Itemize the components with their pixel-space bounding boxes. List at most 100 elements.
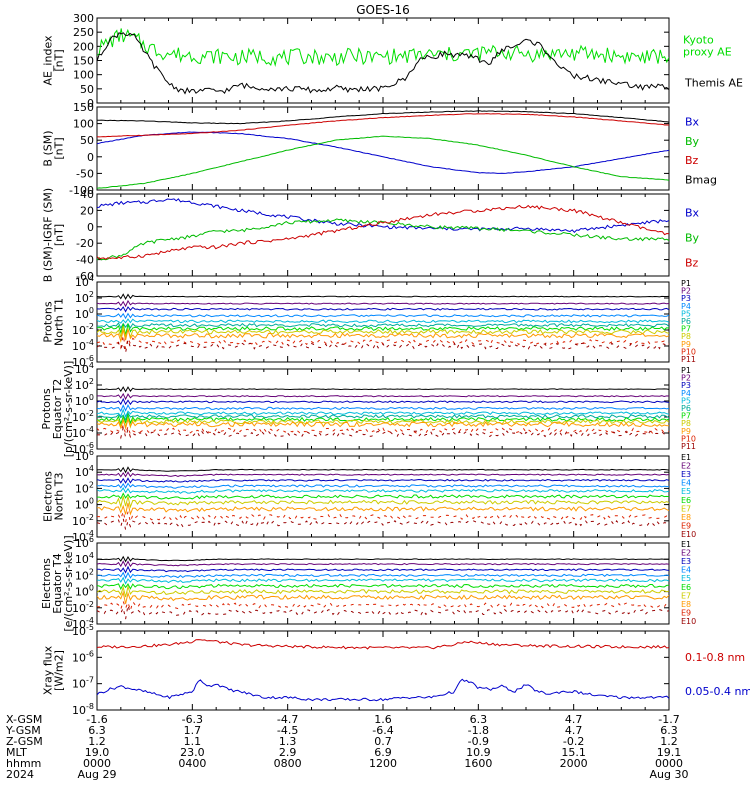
y-tick-label: 0 (87, 97, 94, 110)
x-axis-value: 1.2 (88, 735, 106, 748)
y-axis-title: Protons (40, 388, 53, 429)
series-line-0-1-0-8-nm (97, 639, 669, 650)
y-axis-title: [nT] (53, 137, 66, 159)
series-line-p4 (97, 312, 669, 320)
y-tick-label: 200 (73, 40, 94, 53)
legend-entry: E7 (681, 591, 691, 600)
x-axis-value: -0.2 (563, 735, 584, 748)
series-line-p9 (97, 417, 669, 431)
x-axis-value: -1.8 (468, 724, 489, 737)
y-tick-exponent: 6 (89, 535, 94, 544)
y-tick-label: -100 (69, 184, 94, 197)
legend-entry: Bx (685, 115, 700, 128)
series-line-e4 (97, 482, 669, 489)
y-tick-label: 20 (80, 204, 94, 217)
y-tick-exponent: 4 (89, 274, 94, 283)
x-axis-value: -0.9 (468, 735, 489, 748)
y-axis-title: Xray flux (42, 645, 55, 695)
y-tick-exponent: -4 (86, 616, 94, 625)
series-line-e6 (97, 583, 669, 591)
x-axis-row-label: 2024 (6, 768, 34, 781)
series-group (97, 555, 669, 620)
legend-entry: E5 (681, 574, 691, 583)
series-group (97, 28, 669, 95)
legend-entry: P9 (681, 427, 691, 436)
legend-entry: E4 (681, 479, 691, 488)
y-tick-exponent: 2 (89, 480, 94, 489)
legend-entry: P3 (681, 381, 691, 390)
y-tick-label: 150 (73, 55, 94, 68)
x-axis-value: 15.1 (561, 746, 586, 759)
series-line-0-05-0-4-nm (97, 678, 669, 702)
y-axis-title: [nT] (53, 224, 66, 246)
y-tick-exponent: -4 (86, 529, 94, 538)
series-group (97, 386, 669, 440)
series-line-e3 (97, 477, 669, 484)
y-tick-label: 300 (73, 12, 94, 25)
series-line-p6 (97, 411, 669, 422)
legend-entry: E10 (681, 617, 696, 626)
series-line-p1 (97, 386, 669, 393)
y-tick-exponent: 0 (89, 393, 94, 402)
legend-entry: P8 (681, 419, 691, 428)
y-tick-exponent: 6 (89, 448, 94, 457)
legend-entry: 0.05-0.4 nm (685, 685, 750, 698)
x-axis-value: 6.3 (660, 724, 678, 737)
y-axis-title: [p/(cm²-s-sr-keV)] (62, 361, 75, 458)
x-axis-value: 1.6 (374, 713, 392, 726)
y-axis-title: B (SM) (42, 130, 55, 166)
legend-entry: P11 (681, 355, 696, 364)
y-axis-title: AE_index (42, 35, 55, 86)
series-line-bz (97, 113, 669, 138)
legend-entry: proxy AE (683, 46, 732, 59)
series-line-e10 (97, 605, 669, 620)
series-line-e5 (97, 576, 669, 585)
legend-entry: E10 (681, 530, 696, 539)
legend-entry: E2 (681, 462, 691, 471)
legend-entry: P1 (681, 366, 691, 375)
y-tick-label: -50 (76, 167, 94, 180)
series-line-e4 (97, 571, 669, 580)
y-tick-exponent: -4 (86, 338, 94, 347)
x-axis-row-label: Y-GSM (5, 724, 41, 737)
x-axis-value: 0000 (83, 757, 111, 770)
y-tick-exponent: -4 (86, 425, 94, 434)
y-tick-exponent: -6 (86, 649, 94, 658)
x-axis-row-label: X-GSM (6, 713, 42, 726)
x-axis-value: 6.9 (374, 746, 392, 759)
y-tick-exponent: 4 (89, 464, 94, 473)
legend-entry: P10 (681, 347, 696, 356)
y-tick-exponent: 0 (89, 306, 94, 315)
y-tick-label: 150 (73, 101, 94, 114)
legend-entry: E8 (681, 513, 691, 522)
series-line-e7 (97, 496, 669, 509)
figure-title: GOES-16 (356, 3, 410, 17)
series-group (97, 639, 669, 702)
x-axis-value: 2.9 (279, 746, 297, 759)
series-line-kyoto-proxy-ae (97, 28, 669, 67)
series-line-e3 (97, 565, 669, 574)
x-axis-value: 19.0 (85, 746, 110, 759)
x-axis-row-label: MLT (6, 746, 27, 759)
x-axis-value: 0400 (178, 757, 206, 770)
x-axis-value: -4.7 (277, 713, 298, 726)
y-tick-exponent: 2 (89, 567, 94, 576)
legend-entry: E1 (681, 540, 691, 549)
y-tick-label: 100 (73, 118, 94, 131)
series-line-e5 (97, 487, 669, 494)
legend-entry: P11 (681, 442, 696, 451)
series-line-p11 (97, 339, 669, 353)
legend-entry: E8 (681, 600, 691, 609)
y-axis-title: Electrons (42, 471, 55, 522)
y-tick-label: 50 (80, 134, 94, 147)
y-tick-exponent: -6 (86, 354, 94, 363)
legend-entry: P10 (681, 434, 696, 443)
series-line-themis-ae (97, 32, 669, 95)
x-axis-value: 2000 (560, 757, 588, 770)
series-line-by (97, 135, 669, 189)
legend-entry: E3 (681, 470, 691, 479)
